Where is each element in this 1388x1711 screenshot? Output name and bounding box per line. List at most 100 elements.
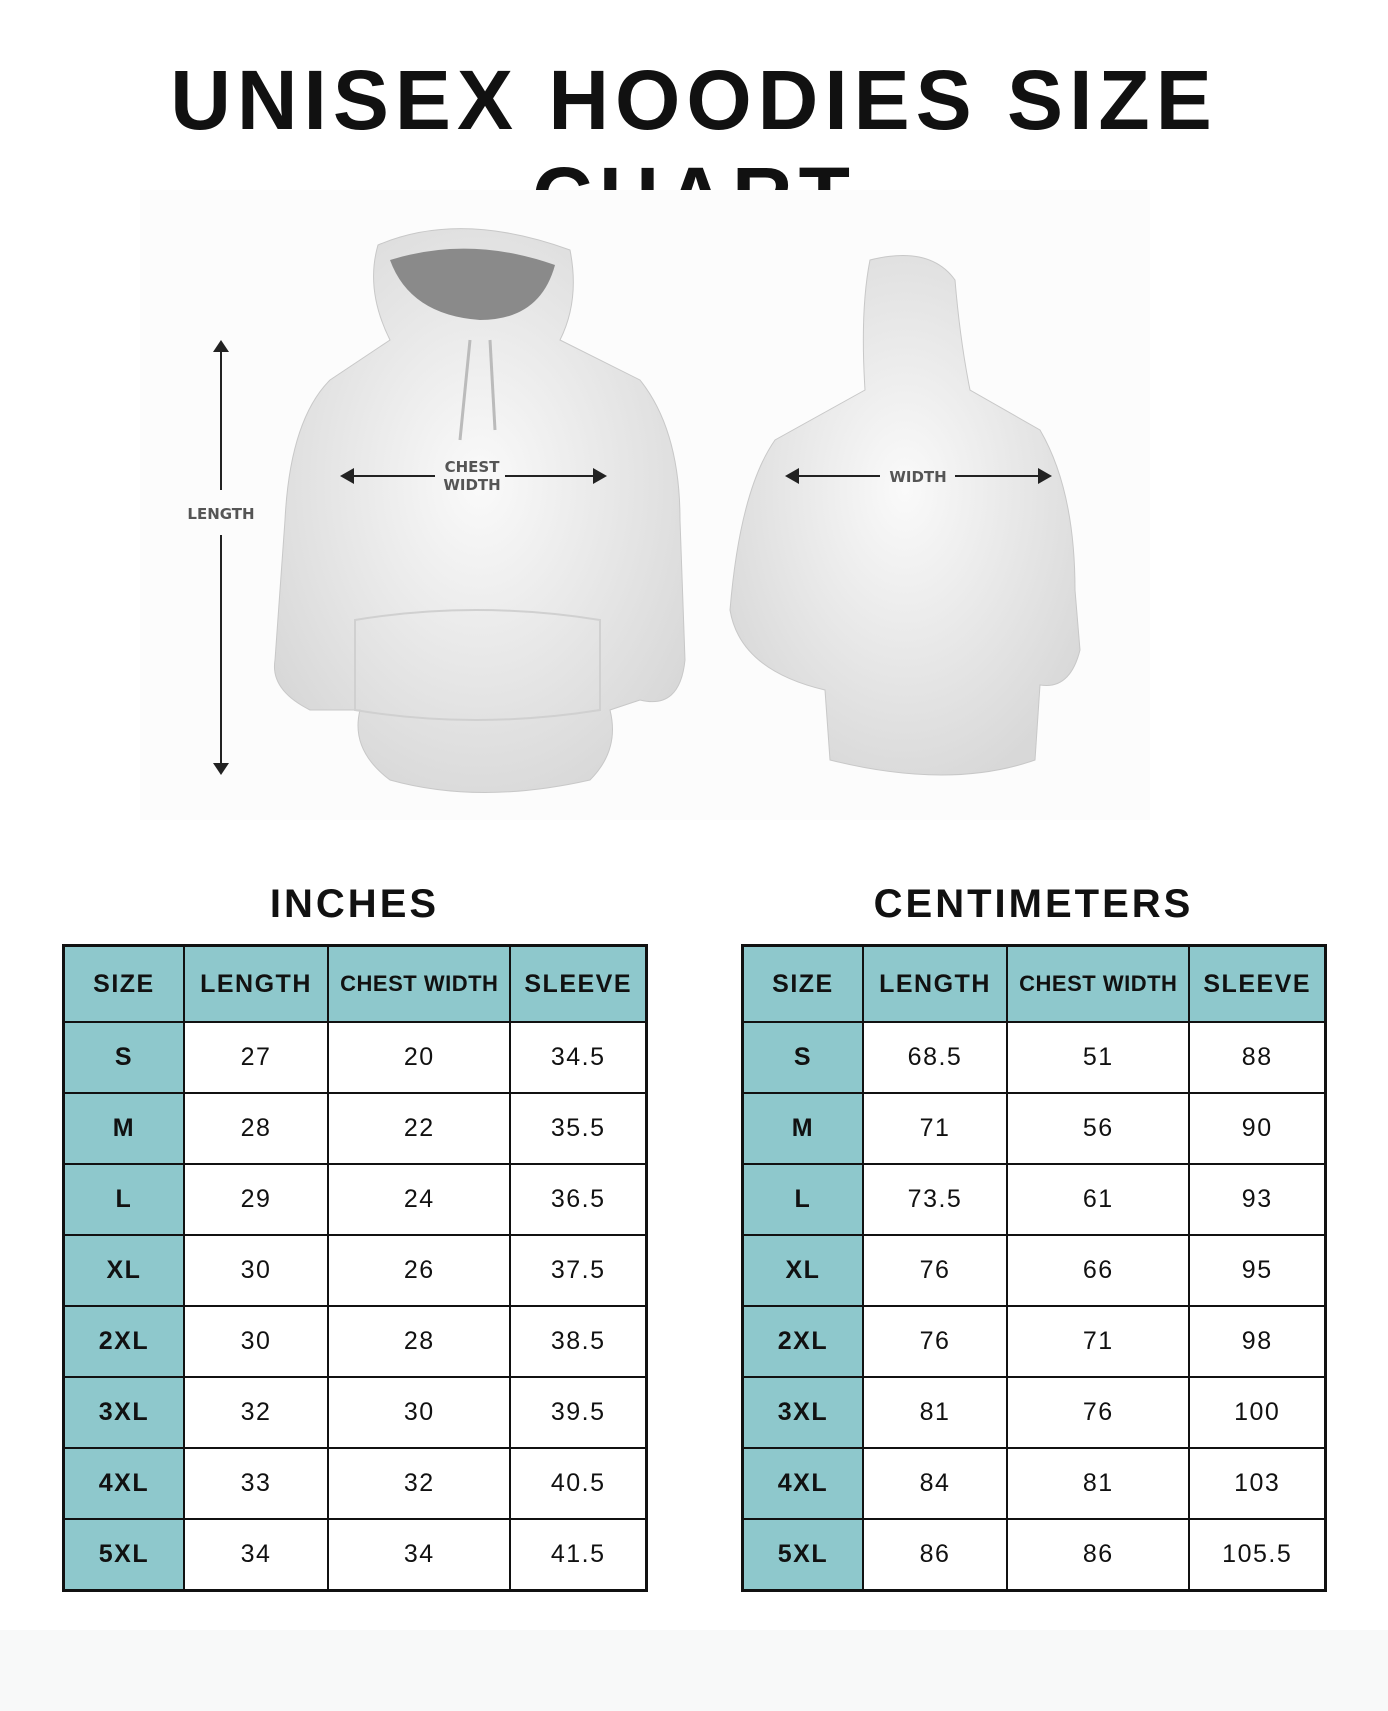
value-cell: 86: [1006, 1518, 1191, 1592]
hoodie-illustration: LENGTH CHEST WIDTH WIDTH: [140, 190, 1150, 820]
size-cell: XL: [741, 1234, 864, 1307]
value-cell: 95: [1188, 1234, 1327, 1307]
value-cell: 76: [1006, 1376, 1191, 1449]
table-row: S 27 20 34.5: [62, 1021, 648, 1094]
header-row: SIZE LENGTH CHEST WIDTH SLEEVE: [62, 944, 648, 1023]
value-cell: 26: [327, 1234, 512, 1307]
table-row: 2XL 76 71 98: [741, 1305, 1327, 1378]
value-cell: 32: [182, 1376, 330, 1449]
table-row: L 73.5 61 93: [741, 1163, 1327, 1236]
size-cell: L: [62, 1163, 185, 1236]
value-cell: 56: [1006, 1092, 1191, 1165]
inches-table: SIZE LENGTH CHEST WIDTH SLEEVE S 27 20 34.5 M 28 2…: [62, 944, 648, 1592]
size-cell: M: [62, 1092, 185, 1165]
column-header: SLEEVE: [1188, 944, 1327, 1023]
header-row: SIZE LENGTH CHEST WIDTH SLEEVE: [741, 944, 1327, 1023]
value-cell: 28: [327, 1305, 512, 1378]
column-header: SIZE: [62, 944, 185, 1023]
value-cell: 40.5: [509, 1447, 648, 1520]
size-cell: 2XL: [741, 1305, 864, 1378]
chest-width-arrow: CHEST WIDTH: [340, 458, 607, 494]
table-row: 2XL 30 28 38.5: [62, 1305, 648, 1378]
value-cell: 33: [182, 1447, 330, 1520]
value-cell: 86: [861, 1518, 1009, 1592]
table-row: M 71 56 90: [741, 1092, 1327, 1165]
column-header: LENGTH: [182, 944, 330, 1023]
value-cell: 100: [1188, 1376, 1327, 1449]
size-cell: XL: [62, 1234, 185, 1307]
table-row: 3XL 32 30 39.5: [62, 1376, 648, 1449]
column-header: SLEEVE: [509, 944, 648, 1023]
value-cell: 98: [1188, 1305, 1327, 1378]
column-header: CHEST WIDTH: [327, 944, 512, 1023]
back-width-label: WIDTH: [889, 468, 946, 486]
table-row: S 68.5 51 88: [741, 1021, 1327, 1094]
value-cell: 61: [1006, 1163, 1191, 1236]
value-cell: 28: [182, 1092, 330, 1165]
size-cell: 4XL: [741, 1447, 864, 1520]
table-row: XL 30 26 37.5: [62, 1234, 648, 1307]
table-row: XL 76 66 95: [741, 1234, 1327, 1307]
table-row: 4XL 33 32 40.5: [62, 1447, 648, 1520]
table-row: 4XL 84 81 103: [741, 1447, 1327, 1520]
front-hoodie: [273, 228, 686, 793]
size-cell: 3XL: [741, 1376, 864, 1449]
value-cell: 24: [327, 1163, 512, 1236]
length-label: LENGTH: [187, 505, 254, 523]
length-arrow: LENGTH: [187, 340, 255, 775]
value-cell: 30: [182, 1305, 330, 1378]
size-cell: 5XL: [741, 1518, 864, 1592]
value-cell: 71: [1006, 1305, 1191, 1378]
table-row: 5XL 34 34 41.5: [62, 1518, 648, 1592]
chest-label: CHEST: [445, 458, 501, 476]
table-row: 5XL 86 86 105.5: [741, 1518, 1327, 1592]
value-cell: 35.5: [509, 1092, 648, 1165]
table-row: L 29 24 36.5: [62, 1163, 648, 1236]
width-label: WIDTH: [443, 476, 500, 494]
value-cell: 30: [327, 1376, 512, 1449]
column-header: SIZE: [741, 944, 864, 1023]
table-row: M 28 22 35.5: [62, 1092, 648, 1165]
footer-strip: [0, 1630, 1388, 1711]
centimeters-heading: CENTIMETERS: [873, 882, 1194, 926]
value-cell: 30: [182, 1234, 330, 1307]
value-cell: 103: [1188, 1447, 1327, 1520]
value-cell: 39.5: [509, 1376, 648, 1449]
value-cell: 76: [861, 1305, 1009, 1378]
size-cell: L: [741, 1163, 864, 1236]
value-cell: 66: [1006, 1234, 1191, 1307]
value-cell: 76: [861, 1234, 1009, 1307]
centimeters-table: SIZE LENGTH CHEST WIDTH SLEEVE S 68.5 51 88 M 71 5…: [741, 944, 1327, 1592]
size-cell: S: [62, 1021, 185, 1094]
value-cell: 51: [1006, 1021, 1191, 1094]
size-cell: 5XL: [62, 1518, 185, 1592]
value-cell: 27: [182, 1021, 330, 1094]
size-cell: 4XL: [62, 1447, 185, 1520]
value-cell: 20: [327, 1021, 512, 1094]
value-cell: 81: [861, 1376, 1009, 1449]
value-cell: 90: [1188, 1092, 1327, 1165]
column-header: LENGTH: [861, 944, 1009, 1023]
value-cell: 32: [327, 1447, 512, 1520]
value-cell: 81: [1006, 1447, 1191, 1520]
value-cell: 34: [327, 1518, 512, 1592]
value-cell: 105.5: [1188, 1518, 1327, 1592]
value-cell: 34: [182, 1518, 330, 1592]
value-cell: 71: [861, 1092, 1009, 1165]
back-hoodie: [729, 255, 1081, 776]
value-cell: 36.5: [509, 1163, 648, 1236]
value-cell: 38.5: [509, 1305, 648, 1378]
size-cell: S: [741, 1021, 864, 1094]
value-cell: 41.5: [509, 1518, 648, 1592]
value-cell: 93: [1188, 1163, 1327, 1236]
value-cell: 37.5: [509, 1234, 648, 1307]
value-cell: 68.5: [861, 1021, 1009, 1094]
value-cell: 84: [861, 1447, 1009, 1520]
size-cell: M: [741, 1092, 864, 1165]
value-cell: 88: [1188, 1021, 1327, 1094]
size-cell: 2XL: [62, 1305, 185, 1378]
value-cell: 29: [182, 1163, 330, 1236]
back-width-arrow: WIDTH: [785, 468, 1052, 486]
inches-heading: INCHES: [269, 882, 440, 926]
value-cell: 34.5: [509, 1021, 648, 1094]
